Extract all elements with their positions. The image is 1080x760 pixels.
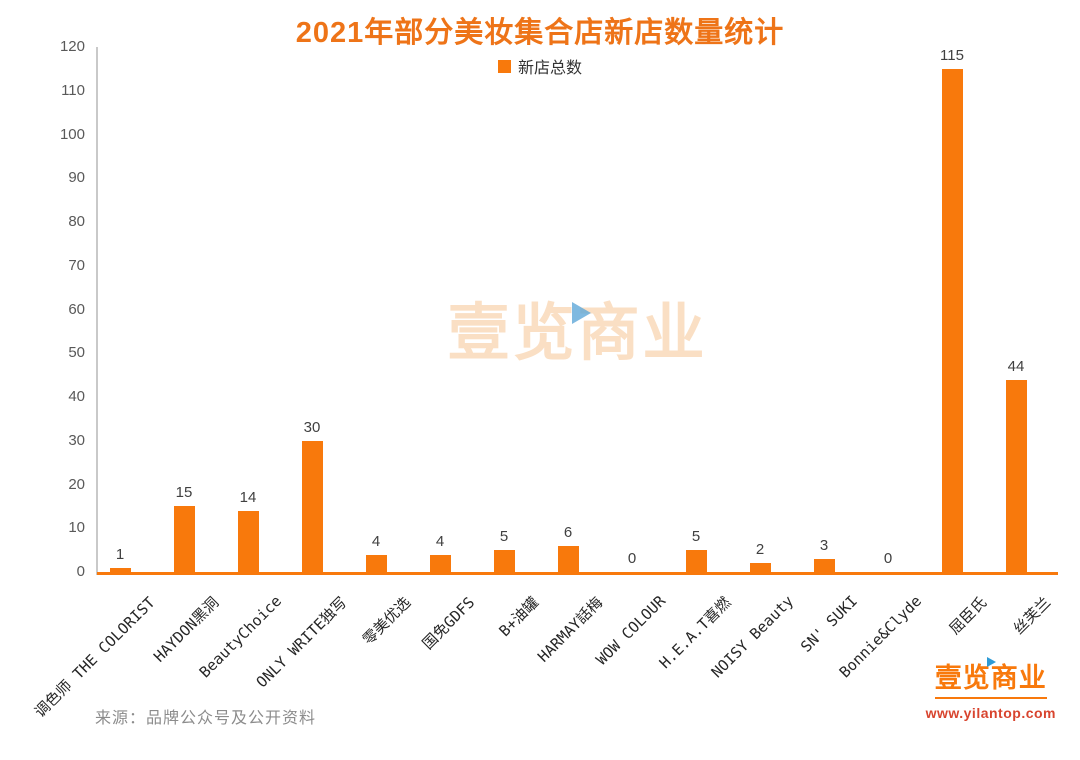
- x-category-label: SN' SUKI: [796, 592, 861, 656]
- bar: [173, 506, 195, 572]
- x-axis-line: [97, 572, 1058, 575]
- bar: [237, 510, 259, 572]
- y-tick-label: 20: [68, 475, 85, 493]
- y-axis-line: [96, 47, 98, 575]
- bar: [685, 550, 707, 572]
- watermark-text-left: 壹览: [447, 299, 578, 368]
- bar: [1005, 379, 1027, 572]
- chart-title: 2021年部分美妆集合店新店数量统计: [295, 17, 785, 49]
- y-tick-label: 90: [68, 169, 85, 187]
- legend: 新店总数: [0, 54, 1080, 78]
- play-icon: [571, 302, 591, 324]
- play-icon: [986, 657, 996, 667]
- x-category-label: B+油罐: [495, 593, 543, 641]
- x-category-label: 调色师 THE COLORIST: [30, 593, 159, 721]
- source-note: 来源：品牌公众号及公开资料: [95, 710, 317, 727]
- bar: [301, 440, 323, 572]
- bar: [557, 545, 579, 572]
- bar-value-label: 6: [563, 523, 573, 541]
- bar: [429, 554, 451, 572]
- x-category-label: 丝芙兰: [1009, 593, 1055, 638]
- x-category-label: 屈臣氏: [945, 593, 991, 638]
- y-tick-label: 40: [68, 388, 85, 405]
- bar: [941, 68, 963, 572]
- watermark: 壹览商业: [97, 282, 1058, 372]
- bar-value-label: 44: [1007, 357, 1025, 375]
- bar: [749, 563, 771, 572]
- brand-logo: 壹览商业 www.yilantop.com: [926, 656, 1056, 721]
- watermark-text-right: 商业: [577, 299, 708, 368]
- bar: [109, 567, 131, 572]
- bar: [493, 550, 515, 572]
- brand-name: 壹览商业: [934, 656, 1047, 699]
- y-tick-label: 70: [68, 256, 85, 274]
- y-tick-label: 50: [68, 344, 85, 362]
- bar-value-label: 1: [115, 545, 125, 563]
- y-tick-label: 80: [68, 213, 85, 230]
- x-category-label: 零美优选: [358, 593, 415, 649]
- x-category-label: 国免GDFS: [418, 593, 479, 653]
- bar-value-label: 15: [175, 484, 193, 502]
- y-tick-label: 120: [59, 38, 85, 55]
- bar-value-label: 2: [755, 541, 765, 559]
- brand-name-right: 商业: [990, 663, 1047, 693]
- bar: [813, 558, 835, 572]
- y-tick-label: 110: [61, 81, 85, 99]
- brand-url: www.yilantop.com: [925, 705, 1056, 721]
- bar: [365, 554, 387, 572]
- legend-swatch-icon: [497, 59, 511, 73]
- bar-value-label: 14: [239, 488, 257, 506]
- bar-value-label: 5: [499, 528, 509, 546]
- bar-value-label: 4: [371, 532, 381, 550]
- bar-value-label: 115: [940, 46, 964, 64]
- y-tick-label: 100: [59, 125, 85, 143]
- bar-value-label: 3: [819, 536, 829, 554]
- bar-value-label: 0: [883, 550, 893, 567]
- y-tick-label: 60: [68, 300, 85, 318]
- bar-value-label: 4: [435, 532, 445, 550]
- bar-value-label: 5: [691, 528, 701, 546]
- y-tick-label: 10: [68, 519, 85, 537]
- y-tick-label: 30: [68, 431, 85, 449]
- bar-value-label: 30: [303, 418, 321, 436]
- legend-label: 新店总数: [517, 60, 582, 77]
- y-tick-label: 0: [76, 563, 85, 580]
- brand-name-left: 壹览: [934, 663, 991, 693]
- bar-value-label: 0: [627, 550, 637, 567]
